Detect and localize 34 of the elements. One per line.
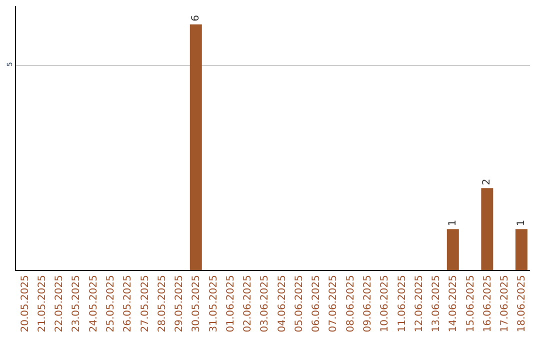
x-tick-label: 10.06.2025 bbox=[380, 275, 391, 332]
x-tick-label: 11.06.2025 bbox=[396, 275, 408, 332]
x-tick-label: 24.05.2025 bbox=[88, 275, 100, 332]
x-tick-label: 07.06.2025 bbox=[328, 275, 340, 332]
x-tick-label: 08.06.2025 bbox=[345, 275, 356, 332]
x-tick-label: 21.05.2025 bbox=[36, 275, 48, 332]
x-tick-label: 02.06.2025 bbox=[242, 275, 254, 332]
data-label: 6 bbox=[190, 15, 202, 22]
x-tick-label: 29.05.2025 bbox=[174, 275, 186, 332]
x-tick-label: 12.06.2025 bbox=[414, 275, 425, 332]
x-tick-label: 27.05.2025 bbox=[140, 275, 151, 332]
x-tick-label: 14.06.2025 bbox=[448, 275, 460, 332]
x-tick-label: 09.06.2025 bbox=[362, 275, 374, 332]
x-tick-label: 28.05.2025 bbox=[156, 275, 168, 332]
x-tick-label: 30.05.2025 bbox=[191, 275, 202, 332]
data-label: 2 bbox=[482, 178, 493, 186]
x-tick-label: 16.06.2025 bbox=[482, 275, 494, 332]
x-tick-label: 25.05.2025 bbox=[105, 275, 116, 332]
x-tick-label: 26.05.2025 bbox=[122, 275, 134, 332]
x-tick-label: 22.05.2025 bbox=[54, 275, 66, 332]
x-tick-label: 17.06.2025 bbox=[500, 275, 511, 332]
data-label: 1 bbox=[516, 220, 527, 226]
x-tick-label: 05.06.2025 bbox=[294, 275, 305, 332]
data-label: 1 bbox=[447, 220, 458, 226]
x-tick-label: 04.06.2025 bbox=[276, 275, 288, 332]
x-tick-label: 15.06.2025 bbox=[465, 275, 476, 332]
x-tick-label: 06.06.2025 bbox=[311, 275, 322, 332]
x-tick-label: 20.05.2025 bbox=[20, 275, 31, 332]
x-tick-label: 31.05.2025 bbox=[208, 275, 220, 332]
x-tick-label: 13.06.2025 bbox=[431, 275, 442, 332]
x-tick-label: 01.06.2025 bbox=[225, 275, 236, 332]
x-tick-label: 03.06.2025 bbox=[260, 275, 271, 332]
x-tick-label: 18.06.2025 bbox=[516, 275, 528, 332]
x-tick-label: 23.05.2025 bbox=[71, 275, 82, 332]
